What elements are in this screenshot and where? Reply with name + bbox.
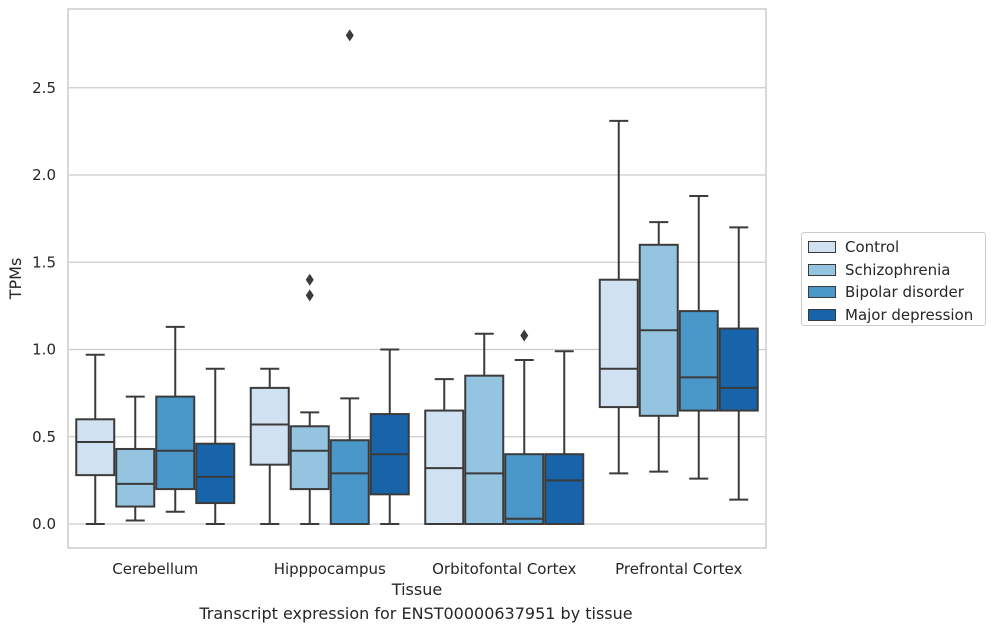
legend-swatch [808,263,836,276]
box-iqr [544,453,585,526]
box-iqr [329,439,370,525]
box-schizophrenia [115,395,156,522]
legend: Control Schizophrenia Bipolar disorder Majo… [801,232,986,326]
legend-item: Schizophrenia [808,259,985,282]
box-iqr [718,327,759,412]
outlier-point [520,329,529,342]
y-tick-label: 1.5 [32,253,56,271]
y-tick-label: 0.0 [32,515,56,533]
outlier-point [305,273,314,286]
legend-label: Major depression [845,305,974,324]
plot-frame [67,8,767,549]
box-iqr [195,442,236,505]
x-tick-label: Prefrontal Cortex [615,560,742,578]
box-iqr [249,386,290,466]
y-tick-labels: 0.0 0.5 1.0 1.5 2.0 2.5 [32,79,56,533]
x-tick-label: Orbitofontal Cortex [432,560,576,578]
y-tick-label: 1.0 [32,341,56,359]
box-schizophrenia [289,273,330,525]
y-axis-label: TPMs [6,258,25,301]
x-axis-label: Tissue [391,580,442,599]
box-control [598,119,639,475]
legend-label: Control [845,238,900,257]
y-tick-label: 0.5 [32,428,56,446]
legend-item: Bipolar disorder [808,281,985,304]
y-tick-label: 2.5 [32,79,56,97]
box-bipolar-disorder [504,329,545,526]
legend-swatch [808,286,836,299]
box-iqr [678,310,719,412]
box-bipolar-disorder [155,325,196,513]
legend-swatch [808,241,836,254]
box-schizophrenia [464,332,505,525]
box-series [75,29,759,526]
box-bipolar-disorder [678,194,719,480]
outlier-point [345,29,354,42]
legend-swatch [808,308,836,321]
chart-title: Transcript expression for ENST0000063795… [199,604,633,623]
box-schizophrenia [638,221,679,473]
legend-item: Control [808,236,985,259]
box-major-depression [544,350,585,526]
box-iqr [464,374,505,525]
box-iqr [504,453,545,526]
box-iqr [75,418,116,477]
box-control [424,378,465,526]
box-control [249,367,290,525]
box-iqr [289,425,330,491]
box-major-depression [369,348,410,525]
legend-item: Major depression [808,304,985,327]
box-iqr [115,447,156,508]
box-major-depression [718,226,759,501]
x-tick-label: Cerebellum [112,560,198,578]
legend-label: Bipolar disorder [845,283,964,302]
x-tick-label: Hipppocampus [274,560,386,578]
box-major-depression [195,367,236,525]
box-control [75,353,116,525]
legend-label: Schizophrenia [845,260,951,279]
y-tick-label: 2.0 [32,166,56,184]
box-iqr [598,278,639,409]
box-bipolar-disorder [329,29,370,525]
box-iqr [155,395,196,491]
x-tick-labels: Cerebellum Hipppocampus Orbitofontal Corte… [112,560,742,578]
outlier-point [305,289,314,302]
